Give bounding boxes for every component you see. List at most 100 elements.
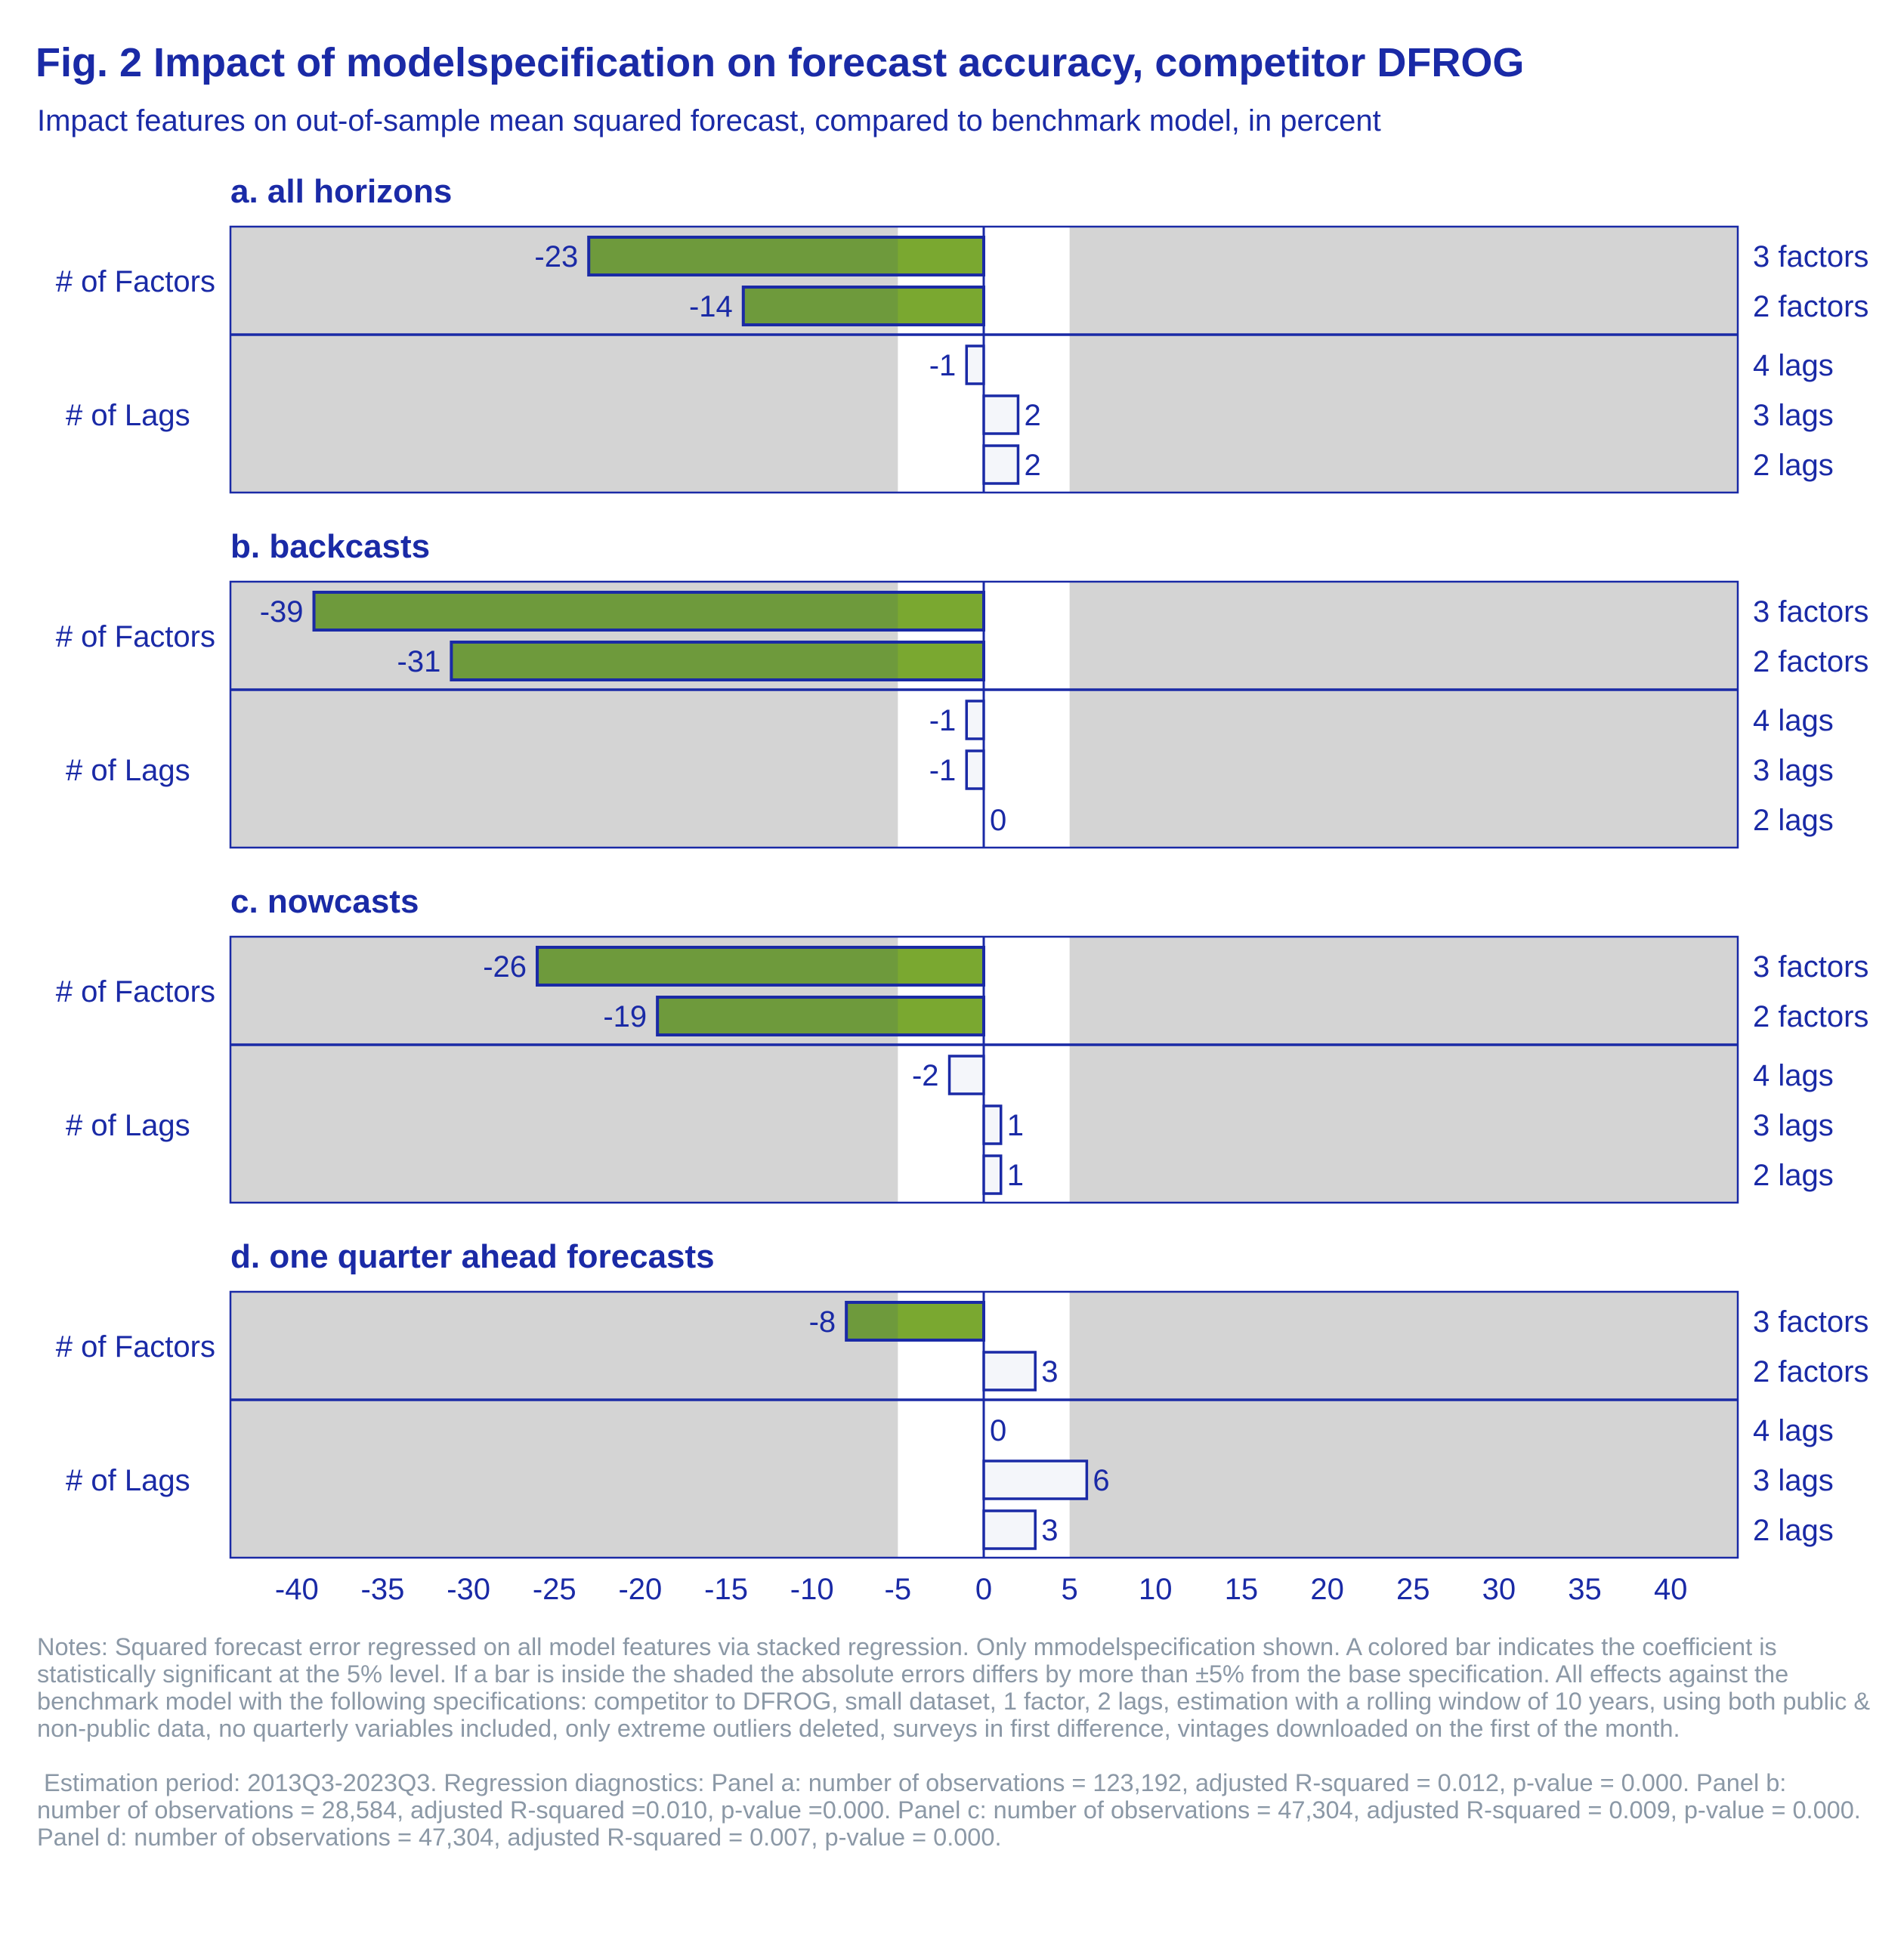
bar-value-label: -1 — [929, 704, 957, 737]
panel-title: c. nowcasts — [230, 883, 419, 920]
row-category-label: 3 lags — [1753, 1109, 1834, 1142]
panel-frame — [229, 935, 1739, 1204]
group-label-factors: # of Factors — [56, 620, 215, 653]
x-tick-label: 5 — [1062, 1573, 1078, 1606]
shaded-region-right — [1069, 1292, 1738, 1558]
row-category-label: 2 factors — [1753, 1000, 1868, 1033]
x-tick-label: 15 — [1225, 1573, 1259, 1606]
x-tick-label: 10 — [1139, 1573, 1173, 1606]
group-label-lags: # of Lags — [66, 1464, 190, 1497]
x-tick-label: -40 — [275, 1573, 319, 1606]
bar-significant-shaded-part — [537, 947, 898, 985]
x-tick-label: 40 — [1654, 1573, 1688, 1606]
panel-frame — [229, 1290, 1739, 1559]
bar-value-label: 2 — [1024, 399, 1040, 432]
row-category-label: 3 factors — [1753, 240, 1868, 273]
bar-insignificant — [947, 1055, 985, 1095]
x-tick-label: -15 — [704, 1573, 748, 1606]
row-category-label: 2 lags — [1753, 804, 1834, 837]
x-tick-label: 20 — [1310, 1573, 1344, 1606]
x-tick-label: -5 — [885, 1573, 912, 1606]
chart-subtitle: Impact features on out-of-sample mean sq… — [37, 104, 1381, 137]
bar-significant-shaded-part — [451, 642, 898, 680]
row-category-label: 3 lags — [1753, 1464, 1834, 1497]
row-category-label: 2 lags — [1753, 1159, 1834, 1192]
bar-insignificant — [965, 700, 985, 740]
bar-insignificant — [982, 1154, 1003, 1195]
x-tick-label: 0 — [975, 1573, 992, 1606]
bar-value-label: 3 — [1041, 1514, 1058, 1547]
bar-value-label: 1 — [1007, 1159, 1024, 1192]
panel-title: b. backcasts — [230, 528, 430, 565]
row-category-label: 2 factors — [1753, 645, 1868, 678]
bar-value-label: -2 — [912, 1059, 939, 1092]
shaded-region-right — [1069, 937, 1738, 1203]
panel-title: d. one quarter ahead forecasts — [230, 1238, 715, 1275]
shaded-region-left — [230, 1292, 898, 1558]
bar-significant-shaded-part — [589, 237, 898, 275]
chart-canvas: a. all horizons-23 3 factors-14 2 factors-… — [56, 173, 1869, 1606]
bar-value-label: -8 — [809, 1305, 836, 1339]
bar-value-label: 1 — [1007, 1109, 1024, 1142]
row-category-label: 4 lags — [1753, 1059, 1834, 1092]
row-category-label: 2 factors — [1753, 290, 1868, 323]
row-category-label: 3 factors — [1753, 1305, 1868, 1339]
row-category-label: 3 factors — [1753, 595, 1868, 629]
bar-value-label: 6 — [1093, 1464, 1109, 1497]
bar-insignificant — [982, 394, 1020, 435]
row-category-label: 2 lags — [1753, 1514, 1834, 1547]
panel-frame — [229, 580, 1739, 849]
bar-value-label: -31 — [397, 645, 441, 678]
bar-value-label: -14 — [689, 290, 733, 323]
bar-insignificant — [965, 749, 985, 790]
bar-value-label: -1 — [929, 349, 957, 382]
x-tick-label: -20 — [618, 1573, 662, 1606]
row-category-label: 4 lags — [1753, 349, 1834, 382]
x-tick-label: 30 — [1482, 1573, 1516, 1606]
bar-value-label: 2 — [1024, 449, 1040, 482]
bar-value-label: -26 — [483, 950, 527, 984]
group-label-lags: # of Lags — [66, 399, 190, 432]
bar-value-label: 0 — [990, 1414, 1006, 1447]
notes-paragraph-methodology: Notes: Squared forecast error regressed … — [37, 1633, 1871, 1742]
bar-insignificant — [982, 1509, 1037, 1550]
bar-significant-shaded-part — [314, 592, 898, 630]
row-category-label: 3 lags — [1753, 399, 1834, 432]
panel-title: a. all horizons — [230, 173, 452, 210]
shaded-region-right — [1069, 582, 1738, 848]
x-tick-label: -25 — [533, 1573, 576, 1606]
panel-frame — [229, 225, 1739, 494]
x-tick-label: -35 — [361, 1573, 405, 1606]
group-label-lags: # of Lags — [66, 754, 190, 787]
bar-value-label: -19 — [603, 1000, 647, 1033]
notes-paragraph-diagnostics: Estimation period: 2013Q3-2023Q3. Regres… — [37, 1769, 1868, 1851]
bar-value-label: -1 — [929, 754, 957, 787]
row-category-label: 2 lags — [1753, 449, 1834, 482]
bar-insignificant — [982, 1459, 1089, 1500]
row-category-label: 3 lags — [1753, 754, 1834, 787]
row-category-label: 4 lags — [1753, 704, 1834, 737]
bar-insignificant — [982, 444, 1020, 485]
row-category-label: 3 factors — [1753, 950, 1868, 984]
group-label-factors: # of Factors — [56, 975, 215, 1008]
x-tick-label: -10 — [790, 1573, 834, 1606]
row-category-label: 4 lags — [1753, 1414, 1834, 1447]
group-label-factors: # of Factors — [56, 265, 215, 298]
bar-insignificant — [982, 1351, 1037, 1391]
group-label-factors: # of Factors — [56, 1330, 215, 1364]
bar-value-label: 0 — [990, 804, 1006, 837]
x-tick-label: 25 — [1396, 1573, 1430, 1606]
x-tick-label: -30 — [447, 1573, 490, 1606]
bar-significant-shaded-part — [846, 1302, 898, 1340]
bar-value-label: 3 — [1041, 1355, 1058, 1388]
bar-value-label: -39 — [260, 595, 304, 629]
bar-significant-shaded-part — [743, 287, 898, 325]
bar-insignificant — [965, 344, 985, 385]
bar-value-label: -23 — [534, 240, 578, 273]
shaded-region-right — [1069, 227, 1738, 493]
notes: Notes: Squared forecast error regressed … — [37, 1633, 1873, 1851]
group-label-lags: # of Lags — [66, 1109, 190, 1142]
bar-insignificant — [982, 1104, 1003, 1145]
row-category-label: 2 factors — [1753, 1355, 1868, 1388]
x-tick-label: 35 — [1568, 1573, 1602, 1606]
